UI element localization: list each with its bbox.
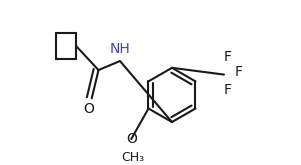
Text: O: O [84,102,95,116]
Text: NH: NH [110,42,130,56]
Text: CH₃: CH₃ [121,151,144,165]
Text: F: F [235,65,243,79]
Text: O: O [126,132,137,146]
Text: F: F [224,50,232,64]
Text: F: F [224,82,232,97]
